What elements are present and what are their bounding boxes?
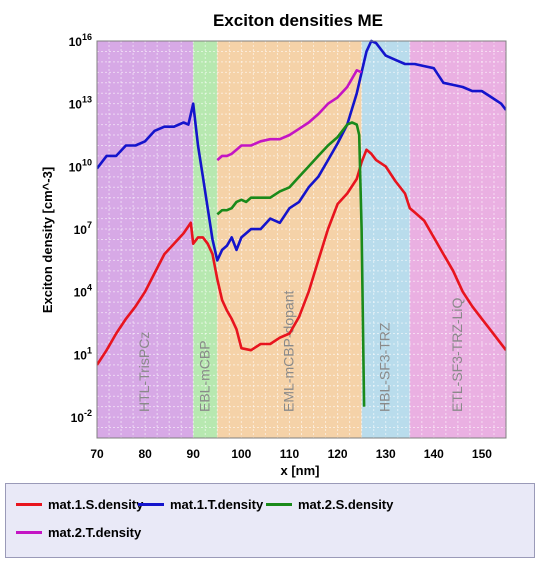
y-tick-label: 10-2 [71,408,92,425]
plot-area: HTL-TrisPCz EBL-mCBP EML-mCBP-dopant HBL-SF… [96,39,507,439]
legend-swatch [16,502,42,506]
region-label-2: EML-mCBP-dopant [280,291,296,412]
x-tick-label: 120 [328,447,348,461]
grid [96,40,507,439]
y-tick-label: 104 [74,283,92,300]
x-tick-label: 110 [280,447,300,461]
legend-label: mat.2.S.density [298,496,394,512]
legend: mat.1.S.density mat.1.T.density mat.2.S.de… [5,483,535,558]
legend-swatch [138,502,164,506]
y-tick-label: 101 [74,345,92,362]
region-label-0: HTL-TrisPCz [136,332,152,412]
y-tick-label: 1013 [69,95,92,112]
y-axis-label: Exciton density [cm^-3] [40,167,55,313]
legend-item-mat-1-S-density: mat.1.S.density [16,494,143,514]
legend-swatch [16,530,42,534]
series-line-mat-1-T-density [97,39,506,262]
y-tick-label: 1016 [69,32,92,49]
legend-item-mat-1-T-density: mat.1.T.density [138,494,263,514]
x-tick-label: 90 [187,447,201,461]
y-tick-label: 1010 [69,157,92,174]
legend-label: mat.1.S.density [48,496,144,512]
legend-label: mat.1.T.density [170,496,264,512]
x-tick-label: 80 [138,447,152,461]
legend-swatch [266,502,292,506]
legend-label: mat.2.T.density [48,524,142,540]
x-tick-label: 140 [424,447,444,461]
region-label-4: ETL-SF3-TRZ-LiQ [449,298,465,412]
x-tick-label: 150 [472,447,492,461]
y-tick-label: 107 [74,220,92,237]
series-line-mat-2-S-density [216,121,366,407]
chart: Exciton densities ME HTL-TrisPCz EBL-mCBP… [40,11,507,478]
x-tick-label: 100 [231,447,251,461]
x-tick-label: 130 [376,447,396,461]
region-label-1: EBL-mCBP [196,340,212,412]
series-line-mat-2-T-density [216,69,363,162]
legend-item-mat-2-S-density: mat.2.S.density [266,494,393,514]
x-tick-label: 70 [90,447,104,461]
region-label-3: HBL-SF3-TRZ [377,322,393,412]
x-axis-label: x [nm] [281,463,320,478]
legend-item-mat-2-T-density: mat.2.T.density [16,522,141,542]
chart-title: Exciton densities ME [213,11,383,30]
x-axis: 70 80 90 100 110 120 130 140 150 [90,447,492,461]
plot-frame [96,40,507,439]
series-line-mat-1-S-density [97,148,506,366]
y-axis: 10-2 101 104 107 1010 1013 1016 [69,32,92,425]
